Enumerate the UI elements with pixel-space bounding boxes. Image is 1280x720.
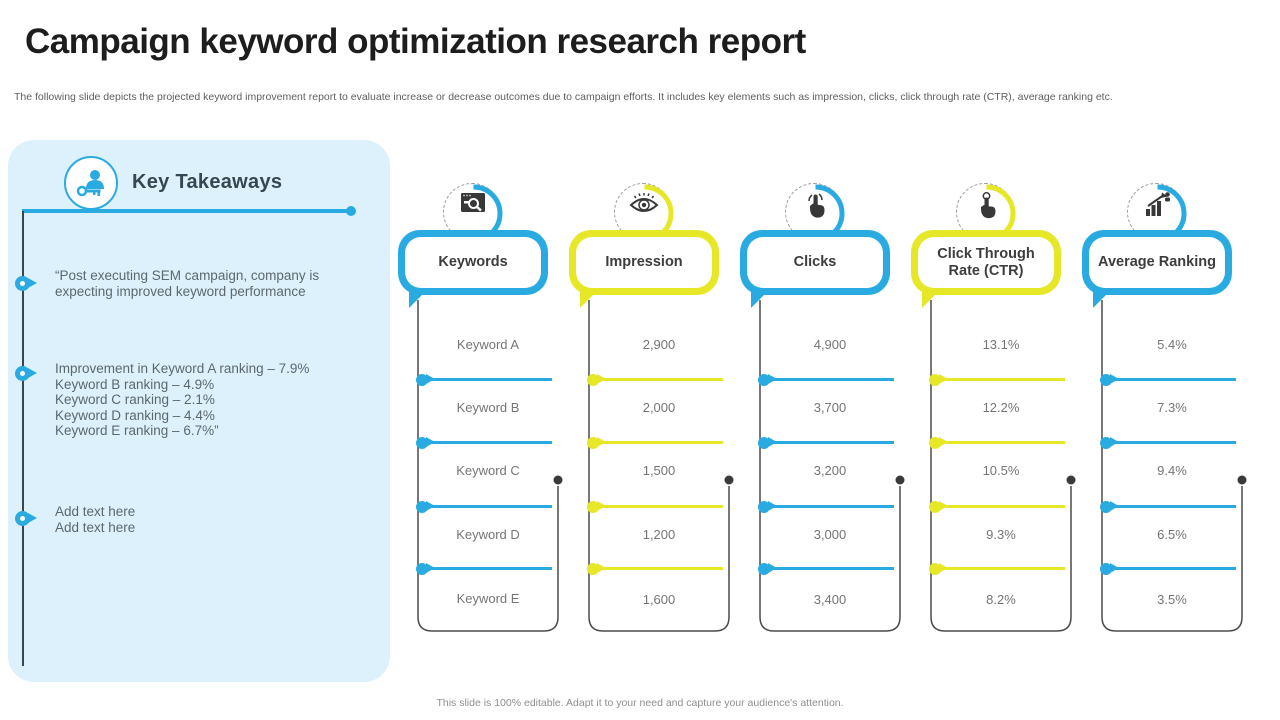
- key-takeaways-panel: Key Takeaways “Post executing SEM campai…: [8, 140, 390, 682]
- row-divider: [587, 500, 723, 513]
- key-icon: [64, 156, 118, 210]
- cell: 3,400: [813, 592, 847, 607]
- takeaways-heading: Key Takeaways: [132, 171, 283, 193]
- bubble-tail: [1093, 291, 1110, 308]
- cell: 2,000: [642, 400, 676, 415]
- column-header-bubble: Click Through Rate (CTR): [911, 230, 1061, 295]
- row-divider: [416, 373, 552, 386]
- row-divider: [758, 436, 894, 449]
- cell: 3.5%: [1157, 592, 1187, 607]
- column-ctr: Click Through Rate (CTR) 13.1% 12.2% 10.…: [911, 183, 1076, 645]
- cell: 9.4%: [1157, 463, 1187, 478]
- column-average-ranking: Average Ranking 5.4% 7.3% 9.4% 6.5% 3.5%: [1082, 183, 1247, 645]
- row-divider: [929, 436, 1065, 449]
- column-data-box: 4,900 3,700 3,200 3,000 3,400: [758, 300, 905, 632]
- bubble-tail: [580, 291, 597, 308]
- bullet-line: Keyword E ranking – 6.7%”: [55, 423, 219, 438]
- column-clicks: Clicks 4,900 3,700 3,200 3,000 3,400: [740, 183, 905, 645]
- bubble-tail: [922, 291, 939, 308]
- cell: 3,200: [813, 463, 847, 478]
- bullet-line: expecting improved keyword performance: [55, 284, 306, 299]
- column-data-box: Keyword A Keyword B Keyword C Keyword D …: [416, 300, 563, 632]
- column-header-label: Clicks: [793, 254, 837, 271]
- bullet-line: Add text here: [55, 504, 136, 519]
- column-header-bubble: Keywords: [398, 230, 548, 295]
- cell: 10.5%: [982, 463, 1020, 478]
- row-divider: [1100, 373, 1236, 386]
- takeaway-bullet-1: “Post executing SEM campaign, company is…: [55, 268, 319, 300]
- cell: 3,700: [813, 400, 847, 415]
- row-divider: [416, 500, 552, 513]
- cell: 2,900: [642, 337, 676, 352]
- bubble-tail: [409, 291, 426, 308]
- cell: Keyword C: [456, 463, 520, 478]
- cell: 7.3%: [1157, 400, 1187, 415]
- cell: Keyword D: [456, 527, 520, 542]
- bullet-line: Keyword D ranking – 4.4%: [55, 407, 215, 423]
- cell: 5.4%: [1157, 337, 1187, 352]
- column-data-box: 13.1% 12.2% 10.5% 9.3% 8.2%: [929, 300, 1076, 632]
- cell: 12.2%: [982, 400, 1020, 415]
- column-data-box: 2,900 2,000 1,500 1,200 1,600: [587, 300, 734, 632]
- column-keywords: Keywords Keyword A Keyword B Keyword C K…: [398, 183, 563, 645]
- row-divider: [929, 562, 1065, 575]
- column-header-bubble: Clicks: [740, 230, 890, 295]
- slide-subtitle: The following slide depicts the projecte…: [14, 91, 1113, 103]
- page-title: Campaign keyword optimization research r…: [25, 22, 806, 61]
- bullet-line: “Post executing SEM campaign, company is: [55, 268, 320, 283]
- bullet-line: Keyword B ranking – 4.9%: [55, 376, 215, 392]
- cell: Keyword A: [456, 337, 520, 352]
- column-header-bubble: Average Ranking: [1082, 230, 1232, 295]
- row-divider: [758, 562, 894, 575]
- row-divider: [1100, 436, 1236, 449]
- bullet-marker-icon: [15, 510, 39, 526]
- cell: 9.3%: [986, 527, 1016, 542]
- takeaways-spine-line: [22, 211, 24, 666]
- row-divider: [758, 373, 894, 386]
- cell: 4,900: [813, 337, 847, 352]
- search-window-icon: [443, 183, 502, 242]
- cell: 1,600: [642, 592, 676, 607]
- column-header-label: Keywords: [438, 254, 508, 271]
- footer-note: This slide is 100% editable. Adapt it to…: [436, 697, 844, 709]
- takeaway-bullet-3: Add text here Add text here: [55, 504, 135, 536]
- takeaways-divider-line: [22, 206, 356, 216]
- row-divider: [587, 373, 723, 386]
- bullet-marker-icon: [15, 365, 39, 381]
- row-divider: [1100, 500, 1236, 513]
- column-header-label: Click Through Rate (CTR): [937, 245, 1035, 279]
- cell: 8.2%: [986, 592, 1016, 607]
- column-data-box: 5.4% 7.3% 9.4% 6.5% 3.5%: [1100, 300, 1247, 632]
- cell: Keyword E: [456, 591, 520, 606]
- row-divider: [587, 436, 723, 449]
- bullet-line: Keyword C ranking – 2.1%: [55, 392, 215, 407]
- row-divider: [1100, 562, 1236, 575]
- row-divider: [929, 373, 1065, 386]
- takeaway-bullet-2: Improvement in Keyword A ranking – 7.9% …: [55, 361, 309, 439]
- row-divider: [758, 500, 894, 513]
- column-impression: Impression 2,900 2,000 1,500 1,200 1,600: [569, 183, 734, 645]
- cell: Keyword B: [456, 400, 520, 415]
- column-header-bubble: Impression: [569, 230, 719, 295]
- bubble-tail: [751, 291, 768, 308]
- cell: 1,200: [642, 527, 676, 542]
- cell: 1,500: [642, 463, 676, 478]
- bullet-line: Add text here: [55, 520, 136, 535]
- row-divider: [416, 436, 552, 449]
- row-divider: [587, 562, 723, 575]
- bullet-line: Improvement in Keyword A ranking – 7.9%: [55, 361, 310, 376]
- row-divider: [416, 562, 552, 575]
- cell: 3,000: [813, 527, 847, 542]
- column-header-label: Impression: [605, 254, 683, 271]
- bullet-marker-icon: [15, 275, 39, 291]
- row-divider: [929, 500, 1065, 513]
- column-header-label: Average Ranking: [1098, 254, 1216, 271]
- cell: 6.5%: [1157, 527, 1187, 542]
- cell: 13.1%: [982, 337, 1020, 352]
